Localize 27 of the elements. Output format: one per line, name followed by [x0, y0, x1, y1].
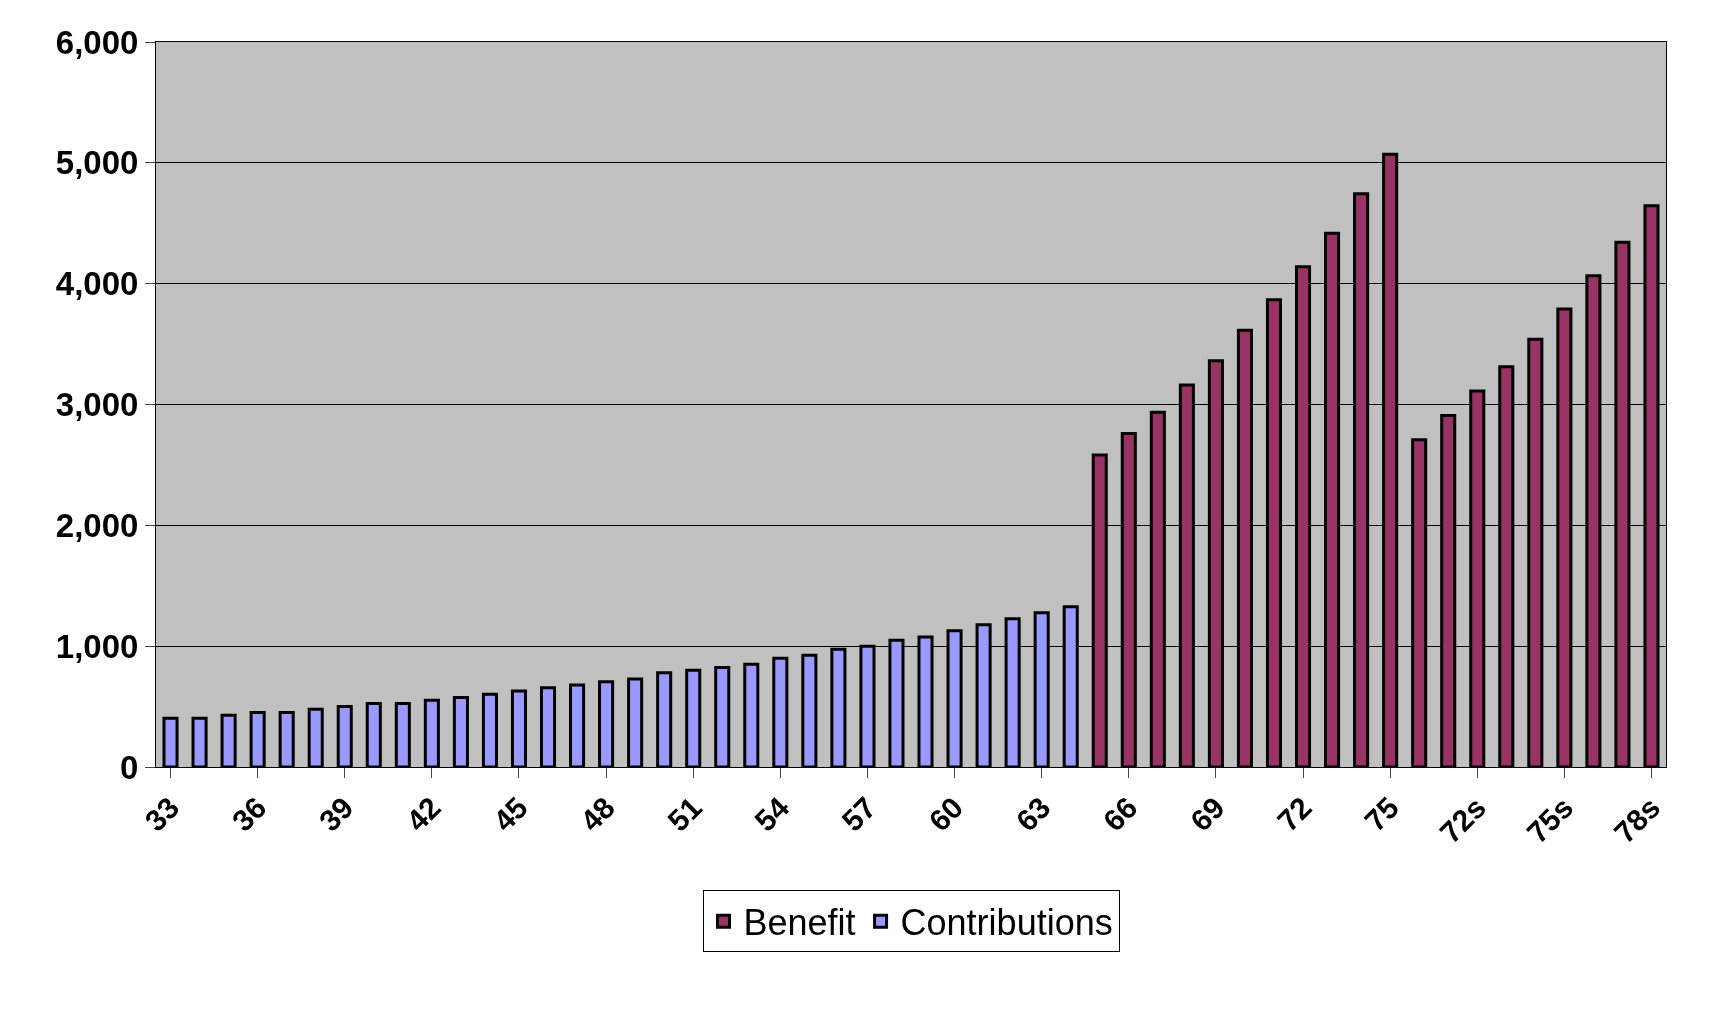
- legend-label: Contributions: [900, 902, 1113, 944]
- x-tick-label: 60: [922, 790, 970, 838]
- x-tick-label: 75: [1358, 790, 1405, 838]
- y-tick-label: 6,000: [55, 23, 139, 61]
- y-tick-label: 4,000: [55, 265, 139, 303]
- legend-label: Benefit: [743, 902, 856, 944]
- x-tick-label: 69: [1183, 790, 1231, 838]
- x-tick-label: 72s: [1433, 790, 1493, 850]
- x-tick-label: 42: [399, 790, 447, 838]
- x-tick-label: 51: [661, 790, 709, 838]
- x-tick-label: 48: [574, 790, 621, 838]
- y-tick-label: 0: [120, 748, 139, 786]
- x-tick-label: 36: [225, 790, 273, 838]
- x-tick-label: 78s: [1607, 790, 1667, 850]
- x-tick-label: 33: [138, 790, 186, 838]
- y-tick-label: 5,000: [55, 144, 139, 182]
- y-tick-label: 1,000: [55, 627, 139, 665]
- y-tick-label: 2,000: [55, 506, 139, 544]
- y-tick-label: 3,000: [55, 386, 139, 424]
- x-tick-label: 72: [1270, 790, 1318, 838]
- x-tick-label: 54: [748, 790, 796, 838]
- x-tick-label: 45: [486, 790, 534, 838]
- x-tick-label: 57: [835, 790, 883, 838]
- x-tick-label: 63: [1009, 790, 1057, 838]
- x-tick-label: 66: [1096, 790, 1144, 838]
- x-tick-label: 75s: [1520, 790, 1580, 850]
- x-tick-label: 39: [312, 790, 360, 838]
